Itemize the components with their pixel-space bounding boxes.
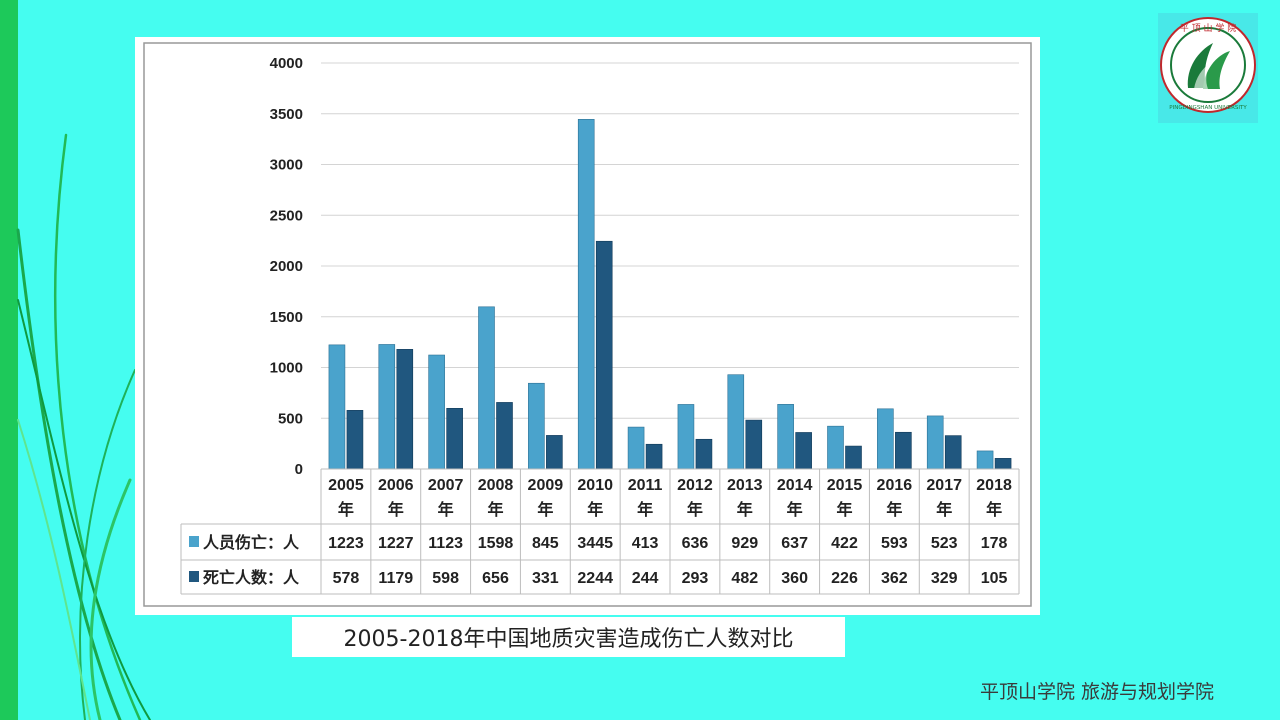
bar-injuries bbox=[727, 374, 745, 470]
chart-frame bbox=[143, 42, 1032, 607]
data-label-injuries: 422 bbox=[831, 535, 858, 552]
bar-injuries bbox=[627, 426, 645, 470]
data-label-deaths: 362 bbox=[881, 570, 908, 587]
bar-deaths bbox=[396, 349, 414, 470]
x-tick-label: 2006 年 bbox=[378, 477, 414, 519]
data-label-deaths: 598 bbox=[432, 570, 459, 587]
bar-injuries bbox=[428, 354, 445, 470]
legend-swatch-injuries bbox=[189, 536, 199, 547]
data-label-injuries: 1223 bbox=[328, 535, 364, 552]
bar-injuries bbox=[926, 415, 944, 470]
data-label-injuries: 1227 bbox=[378, 535, 414, 552]
data-label-injuries: 636 bbox=[682, 535, 709, 552]
bar-injuries bbox=[328, 344, 346, 470]
bar-deaths bbox=[845, 445, 862, 470]
bar-injuries bbox=[478, 306, 495, 470]
y-tick-label: 2000 bbox=[270, 258, 303, 275]
bar-injuries bbox=[528, 382, 545, 470]
y-tick-label: 2500 bbox=[270, 207, 303, 224]
data-label-injuries: 178 bbox=[981, 535, 1008, 552]
x-tick-label: 2005 年 bbox=[328, 477, 364, 519]
x-tick-label: 2007 年 bbox=[428, 477, 464, 519]
chart-card: 0 500 1000 1500 2000 2500 3000 3500 4000 2005 年 200… bbox=[135, 37, 1040, 615]
bar-deaths bbox=[745, 419, 763, 470]
x-tick-label: 2013 年 bbox=[727, 477, 763, 519]
legend-swatch-deaths bbox=[189, 571, 199, 582]
svg-text:平 顶 山 学 院: 平 顶 山 学 院 bbox=[1180, 22, 1236, 34]
svg-text:PINGDINGSHAN UNIVERSITY: PINGDINGSHAN UNIVERSITY bbox=[1169, 105, 1247, 111]
legend-label-deaths: 死亡人数：人 bbox=[203, 568, 300, 587]
data-label-injuries: 593 bbox=[881, 535, 908, 552]
data-label-injuries: 929 bbox=[731, 535, 758, 552]
university-logo: 平 顶 山 学 院 PINGDINGSHAN UNIVERSITY bbox=[1158, 13, 1258, 123]
bar-deaths bbox=[346, 410, 364, 470]
y-tick-label: 3500 bbox=[270, 106, 303, 123]
decorative-curves bbox=[16, 133, 151, 720]
data-label-injuries: 3445 bbox=[577, 535, 613, 552]
bar-chart: 0 500 1000 1500 2000 2500 3000 3500 4000 2005 年 200… bbox=[143, 42, 1032, 607]
bar-deaths bbox=[895, 431, 912, 470]
data-label-deaths: 244 bbox=[632, 570, 659, 587]
y-tick-label: 0 bbox=[295, 461, 303, 478]
data-label-deaths: 329 bbox=[931, 570, 958, 587]
data-label-deaths: 226 bbox=[831, 570, 858, 587]
data-label-deaths: 1179 bbox=[378, 570, 413, 587]
bar-deaths bbox=[595, 240, 613, 470]
data-label-deaths: 360 bbox=[781, 570, 808, 587]
x-tick-label: 2015 年 bbox=[827, 477, 863, 519]
data-label-injuries: 413 bbox=[632, 535, 659, 552]
bar-injuries bbox=[827, 425, 844, 470]
x-tick-label: 2009 年 bbox=[528, 477, 564, 519]
bar-injuries bbox=[677, 404, 695, 470]
x-tick-label: 2016 年 bbox=[877, 477, 913, 519]
bar-injuries bbox=[577, 119, 595, 470]
bar-deaths bbox=[645, 443, 663, 470]
data-label-deaths: 105 bbox=[981, 570, 1008, 587]
bar-injuries bbox=[777, 404, 794, 470]
data-label-deaths: 2244 bbox=[577, 570, 613, 587]
data-label-injuries: 1123 bbox=[428, 535, 463, 552]
data-label-deaths: 656 bbox=[482, 570, 509, 587]
data-label-deaths: 293 bbox=[682, 570, 709, 587]
data-label-injuries: 523 bbox=[931, 535, 958, 552]
data-label-deaths: 578 bbox=[333, 570, 360, 587]
bar-deaths bbox=[795, 432, 812, 470]
bar-deaths bbox=[446, 408, 463, 470]
bar-injuries bbox=[877, 408, 894, 470]
data-label-deaths: 482 bbox=[731, 570, 758, 587]
x-tick-label: 2017 年 bbox=[926, 477, 962, 519]
y-tick-label: 1500 bbox=[270, 309, 303, 326]
x-tick-label: 2010 年 bbox=[577, 477, 613, 519]
bar-deaths bbox=[994, 458, 1012, 470]
data-label-injuries: 845 bbox=[532, 535, 559, 552]
data-label-injuries: 637 bbox=[781, 535, 808, 552]
x-tick-label: 2008 年 bbox=[478, 477, 514, 519]
y-tick-label: 4000 bbox=[270, 55, 303, 72]
x-tick-label: 2018 年 bbox=[976, 477, 1012, 519]
left-accent-bar bbox=[0, 0, 18, 720]
bar-deaths bbox=[695, 438, 713, 470]
y-tick-label: 3000 bbox=[270, 157, 303, 174]
bar-deaths bbox=[546, 435, 563, 470]
bar-deaths bbox=[944, 435, 962, 470]
logo-emblem-icon: 平 顶 山 学 院 PINGDINGSHAN UNIVERSITY bbox=[1160, 17, 1256, 113]
bar-injuries bbox=[976, 450, 994, 470]
bar-deaths bbox=[496, 402, 513, 470]
chart-caption: 2005-2018年中国地质灾害造成伤亡人数对比 bbox=[292, 617, 845, 657]
bar-injuries bbox=[378, 344, 396, 470]
x-tick-label: 2012 年 bbox=[677, 477, 713, 519]
x-tick-label: 2011 年 bbox=[628, 477, 663, 519]
data-label-deaths: 331 bbox=[532, 570, 559, 587]
y-tick-label: 1000 bbox=[270, 360, 303, 377]
x-tick-label: 2014 年 bbox=[777, 477, 813, 519]
legend-label-injuries: 人员伤亡：人 bbox=[203, 533, 300, 552]
footer-text: 平顶山学院 旅游与规划学院 bbox=[980, 681, 1215, 703]
data-label-injuries: 1598 bbox=[478, 535, 514, 552]
y-tick-label: 500 bbox=[278, 410, 303, 427]
